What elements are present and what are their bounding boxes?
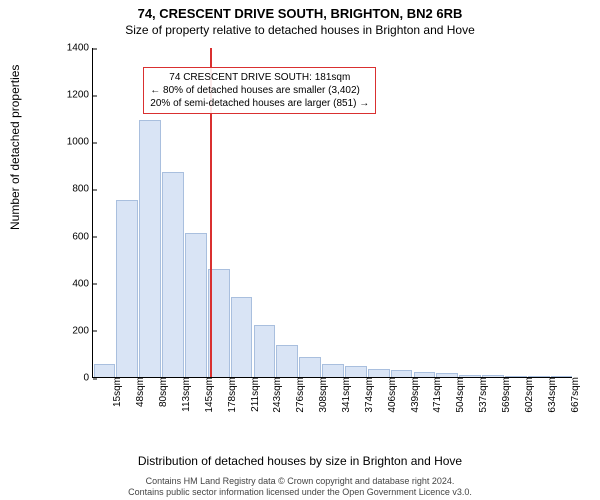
x-tick: 439sqm <box>408 377 421 413</box>
y-tick: 800 <box>63 184 93 195</box>
bar <box>368 369 390 377</box>
chart-container: 74, CRESCENT DRIVE SOUTH, BRIGHTON, BN2 … <box>0 0 600 500</box>
bar <box>254 325 276 377</box>
x-tick: 602sqm <box>522 377 535 413</box>
x-tick: 341sqm <box>339 377 352 413</box>
x-tick: 15sqm <box>110 377 123 407</box>
annotation-line: 74 CRESCENT DRIVE SOUTH: 181sqm <box>150 71 369 84</box>
y-tick: 1200 <box>63 90 93 101</box>
footer-attribution: Contains HM Land Registry data © Crown c… <box>0 476 600 498</box>
bar <box>322 364 344 377</box>
annotation-line: ← 80% of detached houses are smaller (3,… <box>150 84 369 97</box>
x-tick: 667sqm <box>568 377 581 413</box>
y-tick: 0 <box>63 373 93 384</box>
chart-title: 74, CRESCENT DRIVE SOUTH, BRIGHTON, BN2 … <box>0 0 600 21</box>
bar <box>299 357 321 377</box>
x-tick: 80sqm <box>156 377 169 407</box>
x-tick: 178sqm <box>225 377 238 413</box>
x-tick: 569sqm <box>499 377 512 413</box>
x-tick: 374sqm <box>362 377 375 413</box>
bar <box>185 233 207 377</box>
x-tick: 406sqm <box>385 377 398 413</box>
x-axis-label: Distribution of detached houses by size … <box>0 454 600 468</box>
x-tick: 48sqm <box>133 377 146 407</box>
bar <box>162 172 184 377</box>
bar <box>139 120 161 377</box>
plot-area: 020040060080010001200140015sqm48sqm80sqm… <box>92 48 572 378</box>
x-tick: 211sqm <box>248 377 261 412</box>
x-tick: 471sqm <box>430 377 443 413</box>
annotation-box: 74 CRESCENT DRIVE SOUTH: 181sqm← 80% of … <box>143 67 376 114</box>
x-tick: 243sqm <box>270 377 283 413</box>
y-axis-label: Number of detached properties <box>8 65 22 230</box>
footer-line-2: Contains public sector information licen… <box>0 487 600 498</box>
footer-line-1: Contains HM Land Registry data © Crown c… <box>0 476 600 487</box>
x-tick: 308sqm <box>316 377 329 413</box>
bar <box>276 345 298 377</box>
x-tick: 276sqm <box>293 377 306 413</box>
y-tick: 200 <box>63 325 93 336</box>
annotation-line: 20% of semi-detached houses are larger (… <box>150 97 369 110</box>
x-tick: 113sqm <box>179 377 192 412</box>
x-tick: 537sqm <box>476 377 489 413</box>
y-tick: 600 <box>63 231 93 242</box>
chart-subtitle: Size of property relative to detached ho… <box>0 21 600 41</box>
x-tick: 504sqm <box>453 377 466 413</box>
y-tick: 1000 <box>63 137 93 148</box>
bar <box>116 200 138 377</box>
bar <box>94 364 116 377</box>
chart-area: 020040060080010001200140015sqm48sqm80sqm… <box>62 48 582 418</box>
y-tick: 1400 <box>63 43 93 54</box>
bar <box>391 370 413 377</box>
x-tick: 634sqm <box>545 377 558 413</box>
bar <box>231 297 253 377</box>
bar <box>345 366 367 377</box>
x-tick: 145sqm <box>202 377 215 413</box>
y-tick: 400 <box>63 278 93 289</box>
